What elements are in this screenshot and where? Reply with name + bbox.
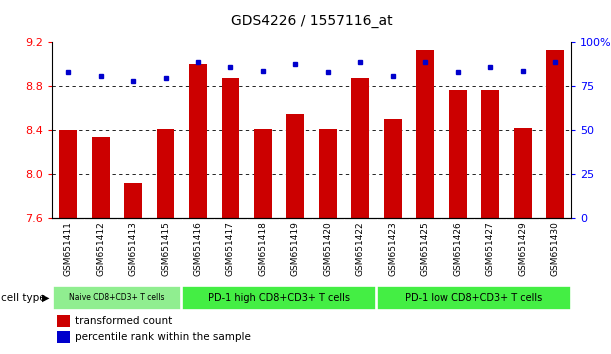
Text: transformed count: transformed count <box>75 316 172 326</box>
Text: GSM651427: GSM651427 <box>486 221 495 276</box>
Text: GSM651415: GSM651415 <box>161 221 170 276</box>
Text: GSM651422: GSM651422 <box>356 221 365 276</box>
Bar <box>124 183 142 218</box>
Text: ▶: ▶ <box>42 293 49 303</box>
Bar <box>448 90 467 218</box>
Bar <box>53 286 181 310</box>
Text: PD-1 high CD8+CD3+ T cells: PD-1 high CD8+CD3+ T cells <box>208 293 350 303</box>
Text: GSM651420: GSM651420 <box>323 221 332 276</box>
Bar <box>546 50 564 218</box>
Text: GSM651413: GSM651413 <box>128 221 137 276</box>
Bar <box>222 78 240 218</box>
Text: GSM651426: GSM651426 <box>453 221 462 276</box>
Text: GSM651430: GSM651430 <box>551 221 560 276</box>
Bar <box>481 90 499 218</box>
Text: percentile rank within the sample: percentile rank within the sample <box>75 332 251 342</box>
Bar <box>92 137 109 218</box>
Bar <box>514 128 532 218</box>
Bar <box>189 64 207 218</box>
Text: GSM651429: GSM651429 <box>518 221 527 276</box>
Text: GSM651417: GSM651417 <box>226 221 235 276</box>
Text: Naive CD8+CD3+ T cells: Naive CD8+CD3+ T cells <box>69 293 164 302</box>
Bar <box>57 331 70 343</box>
Text: GSM651416: GSM651416 <box>194 221 202 276</box>
Text: GSM651412: GSM651412 <box>96 221 105 276</box>
Bar <box>287 114 304 218</box>
Bar <box>57 315 70 327</box>
Bar <box>183 286 376 310</box>
Text: PD-1 low CD8+CD3+ T cells: PD-1 low CD8+CD3+ T cells <box>405 293 543 303</box>
Text: GSM651411: GSM651411 <box>64 221 73 276</box>
Bar <box>156 129 175 218</box>
Bar <box>351 78 369 218</box>
Text: GSM651423: GSM651423 <box>388 221 397 276</box>
Text: GSM651419: GSM651419 <box>291 221 300 276</box>
Bar <box>377 286 571 310</box>
Text: GSM651425: GSM651425 <box>421 221 430 276</box>
Bar <box>319 129 337 218</box>
Text: cell type: cell type <box>1 293 46 303</box>
Text: GDS4226 / 1557116_at: GDS4226 / 1557116_at <box>231 14 392 28</box>
Bar <box>254 129 272 218</box>
Bar <box>384 119 401 218</box>
Bar <box>416 50 434 218</box>
Text: GSM651418: GSM651418 <box>258 221 268 276</box>
Bar <box>59 130 77 218</box>
